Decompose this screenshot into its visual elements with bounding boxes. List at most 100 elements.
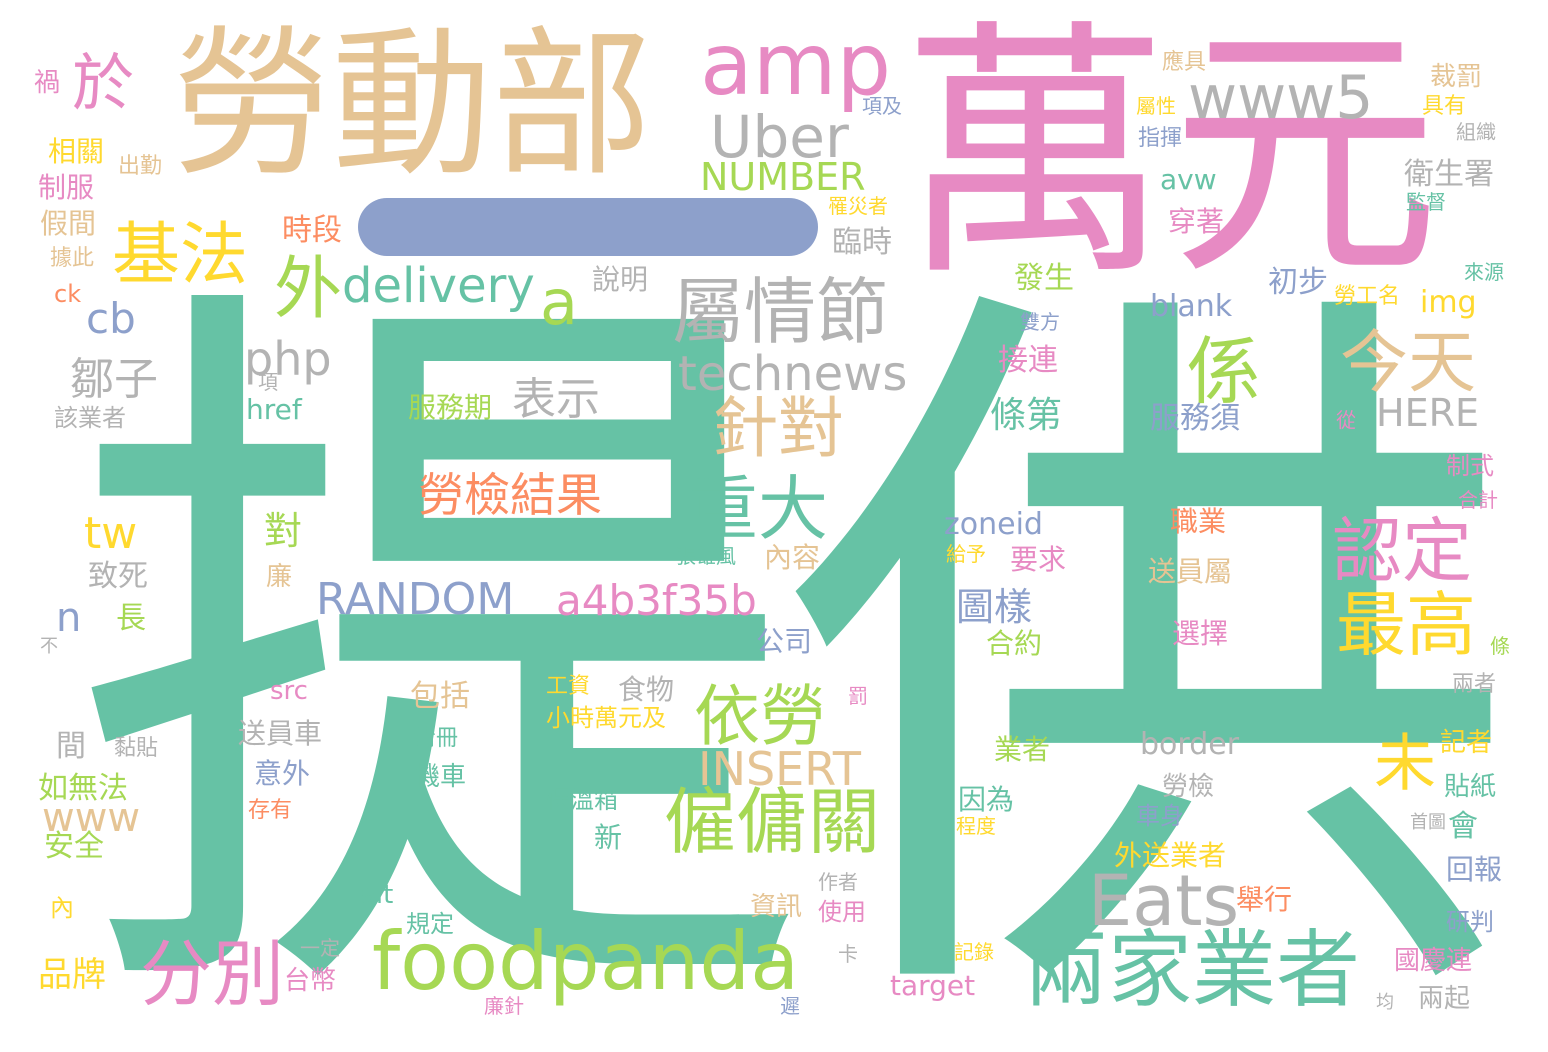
word-zhongda: 重大 (688, 468, 828, 550)
word-www: www (42, 795, 141, 841)
word-zhifu: 制服 (38, 171, 95, 204)
word-ruwufa: 如無法 (38, 771, 128, 806)
word-guoqinglian: 國慶連 (1394, 946, 1473, 976)
word-huibao: 回報 (1446, 853, 1503, 886)
word-jifa: 基法 (112, 216, 249, 295)
word-border: border (1140, 727, 1240, 762)
word-caifa: 裁罰 (1430, 62, 1483, 92)
word-zixun: 資訊 (750, 892, 803, 922)
word-fasheng: 發生 (1014, 261, 1074, 296)
word-number: NUMBER (700, 155, 866, 199)
word-shoutu: 首圖 (1410, 812, 1446, 833)
word-heji: 合計 (1458, 488, 1498, 512)
word-tw: tw (84, 508, 138, 559)
word-random: RANDOM (316, 574, 515, 625)
word-cheshen: 車身 (1136, 802, 1184, 830)
word-eats: Eats (1088, 860, 1240, 942)
word-yu: 於 (61, 50, 134, 112)
word-cong: 從 (1336, 408, 1356, 432)
word-fuwuxu: 服務須 (1150, 401, 1240, 436)
word-jintian: 今天 (1340, 324, 1477, 403)
word-chuqin: 出勤 (118, 154, 163, 179)
word-linshi: 臨時 (832, 225, 892, 260)
word-lizaizhe: 罹災者 (828, 194, 888, 218)
word-baowenxiang: 保溫箱 (546, 786, 618, 814)
word-jian: 間 (56, 729, 86, 764)
word-yiding: 一定 (300, 936, 340, 960)
word-anquan: 安全 (44, 829, 104, 864)
word-jucii: 據此 (50, 246, 95, 271)
word-nei: 內 (50, 894, 74, 922)
word-zhendui: 針對 (712, 390, 844, 467)
word-tigong: 提供 (70, 229, 1520, 1052)
word-img: img (1420, 285, 1477, 320)
word-wei: 未 (1363, 730, 1436, 792)
word-zhangxiongfeng: 張雄風 (676, 544, 736, 568)
word-yaoqiu: 要求 (1010, 543, 1067, 576)
word-chubu: 初步 (1268, 265, 1328, 300)
word-php: php (244, 332, 332, 386)
word-shiyong: 使用 (818, 898, 866, 926)
word-juyou: 具有 (1422, 94, 1467, 119)
word-xiangji: 項及 (862, 94, 902, 118)
word-juxing: 舉行 (1236, 883, 1293, 916)
word-zhishi: 制式 (1446, 452, 1494, 480)
word-fuwuqi: 服務期 (408, 391, 493, 424)
word-zuigao: 最高 (1336, 584, 1476, 666)
word-target: target (890, 969, 976, 1002)
word-blank: blank (1150, 289, 1233, 324)
word-gaiyezhe: 該業者 (54, 404, 126, 432)
word-biaoshi: 表示 (512, 374, 600, 425)
word-qingce: 清冊 (414, 726, 459, 751)
word-tiaodi: 條第 (990, 395, 1063, 436)
word-liangzhe: 兩者 (1452, 672, 1497, 697)
word-chengdu: 程度 (956, 814, 996, 838)
word-chuanzhe: 穿著 (1168, 205, 1225, 238)
word-lianzhen: 廉針 (484, 994, 524, 1018)
word-guiding: 規定 (406, 910, 454, 938)
word-rending: 認定 (1332, 510, 1472, 592)
word-shuqingjie: 屬情節 (672, 270, 889, 354)
word-yilao: 依勞 (694, 678, 826, 755)
word-pinpai: 品牌 (38, 955, 106, 995)
word-jiandu: 監督 (1406, 190, 1446, 214)
word-yiwai: 意外 (254, 757, 311, 790)
word-xiaoshiwanyuanji: 小時萬元及 (546, 704, 666, 732)
word-a4b3f35b: a4b3f35b (556, 576, 757, 625)
word-huo: 禍 (34, 68, 61, 98)
word-yanpan: 研判 (1446, 908, 1494, 936)
word-tuyang: 圖樣 (956, 585, 1033, 629)
word-fenbie: 分別 (140, 932, 285, 1016)
word-xiang: 項 (258, 370, 278, 394)
word-shuoming: 說明 (592, 263, 649, 296)
word-amp: amp (700, 15, 892, 115)
word-insert: INSERT (698, 742, 861, 796)
word-zhiye: 職業 (1170, 505, 1227, 538)
word-laojianjieguo: 勞檢結果 (418, 468, 602, 522)
word-here: HERE (1376, 391, 1479, 435)
word-yingju: 應具 (1162, 50, 1207, 75)
word-zhisi: 致死 (88, 559, 148, 594)
word-wai: 外 (274, 250, 343, 329)
word-jiyu: 給予 (946, 542, 986, 566)
word-fa: 罰 (848, 684, 868, 708)
word-liangjiayezhe: 兩家業者 (1024, 921, 1361, 1019)
word-shiwu: 食物 (618, 673, 675, 706)
word-foodpanda: foodpanda (372, 915, 800, 1008)
word-neirong: 內容 (764, 541, 821, 574)
word-jizhe: 記者 (1440, 728, 1493, 758)
word-yi-pill (358, 198, 818, 256)
word-lian: 廉 (266, 562, 293, 592)
word-tiezhi: 貼紙 (1444, 772, 1497, 802)
word-niantie: 黏貼 (114, 736, 159, 761)
word-yezhe: 業者 (994, 733, 1051, 766)
word-cunyou: 存有 (248, 798, 293, 823)
word-zouzi: 鄒子 (70, 354, 158, 405)
word-uber: Uber (710, 103, 849, 171)
word-zuozhe: 作者 (818, 870, 858, 894)
word-delivery: delivery (342, 258, 535, 314)
word-songyuanshu: 送員屬 (1148, 555, 1233, 588)
word-heyue: 合約 (986, 627, 1043, 660)
word-technews: technews (678, 346, 908, 402)
word-src: src (270, 676, 308, 706)
